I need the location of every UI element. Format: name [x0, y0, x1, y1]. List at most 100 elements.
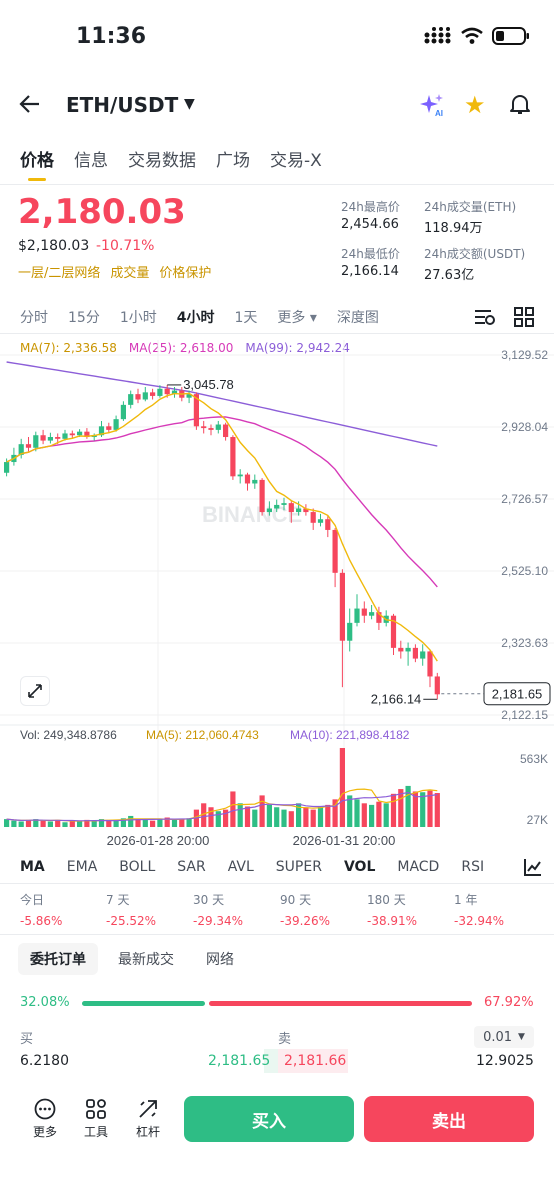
volume-bar: [427, 790, 433, 827]
ind-vol[interactable]: VOL: [343, 859, 376, 875]
current-price-label: 2,181.65: [492, 687, 543, 702]
ask-price[interactable]: 2,181.66: [284, 1053, 347, 1069]
ask-header: 卖: [278, 1032, 292, 1047]
x-tick-label: 2026-01-31 20:00: [293, 833, 396, 848]
ind-avl[interactable]: AVL: [227, 859, 254, 875]
candle: [434, 676, 440, 695]
candle: [427, 651, 433, 677]
stat-vol-eth: 118.94万: [424, 221, 483, 236]
candle: [84, 431, 90, 438]
stat-vol-usdt-label: 24h成交额(USDT): [424, 247, 526, 261]
tab-trading-data[interactable]: 交易数据: [128, 151, 196, 171]
buy-ratio: 32.08%: [20, 995, 70, 1010]
orderbook-tabs: 委托订单 最新成交 网络: [18, 943, 246, 975]
ind-ema[interactable]: EMA: [66, 859, 98, 875]
interval-1h[interactable]: 1小时: [119, 310, 157, 326]
pair-title[interactable]: ETH/USDT: [66, 93, 179, 117]
last-price: 2,180.03: [18, 192, 186, 232]
volume-bar: [259, 795, 265, 827]
tab-trade-x[interactable]: 交易-X: [270, 151, 322, 171]
indicator-chart-icon[interactable]: [512, 852, 554, 882]
indicator-settings-icon[interactable]: [474, 308, 496, 330]
interval-1d[interactable]: 1天: [234, 310, 258, 326]
depth-chart-tab[interactable]: 深度图: [336, 310, 379, 326]
usd-price: $2,180.03: [18, 238, 90, 254]
interval-4h[interactable]: 4小时: [176, 310, 215, 326]
tab-latest-trades[interactable]: 最新成交: [118, 952, 174, 968]
volume-bar: [325, 804, 331, 827]
buy-button[interactable]: 买入: [184, 1096, 354, 1142]
favorite-star-icon[interactable]: ★: [464, 91, 486, 119]
bell-icon[interactable]: [508, 92, 532, 120]
candle: [98, 426, 105, 436]
candle: [4, 462, 10, 473]
volume-bar: [361, 803, 367, 827]
volume-bar: [230, 791, 236, 827]
tab-price[interactable]: 价格: [20, 151, 54, 171]
y-tick-label: 2,525.10: [501, 564, 548, 578]
candlestick-chart[interactable]: BINANCE 3,129.52 2,928.04 2,726.57 2,525.10…: [0, 340, 554, 848]
volume-bar: [4, 819, 10, 827]
volume-bar: [390, 793, 397, 827]
tab-underline: [28, 178, 46, 181]
interval-line[interactable]: 分时: [20, 310, 48, 326]
tag-volume[interactable]: 成交量: [110, 266, 150, 281]
grid-layout-icon[interactable]: [514, 307, 534, 331]
more-button[interactable]: 更多: [25, 1098, 65, 1140]
tag-layer[interactable]: 一层/二层网络: [18, 266, 101, 281]
candle: [171, 390, 178, 395]
caret-down-icon[interactable]: ▼: [184, 96, 195, 112]
volume-bar: [405, 785, 411, 827]
ind-ma[interactable]: MA: [20, 859, 45, 875]
volume-bar: [47, 821, 53, 827]
back-arrow-icon[interactable]: [18, 92, 42, 123]
leverage-button[interactable]: 杠杆: [128, 1098, 168, 1140]
candle: [325, 519, 331, 530]
low-marker-label: 2,166.14: [371, 691, 422, 706]
precision-select[interactable]: 0.01 ▼: [474, 1026, 534, 1048]
volume-bar: [157, 819, 163, 827]
tag-price-protection[interactable]: 价格保护: [159, 266, 212, 281]
candle: [113, 419, 119, 430]
volume-bar: [412, 791, 418, 827]
volume-bar: [237, 803, 243, 827]
volume-bar: [142, 819, 148, 827]
candle: [18, 444, 24, 455]
candle: [274, 504, 280, 509]
sell-button[interactable]: 卖出: [364, 1096, 534, 1142]
candle: [150, 392, 156, 396]
ind-super[interactable]: SUPER: [275, 859, 322, 875]
interval-more[interactable]: 更多 ▾: [277, 310, 317, 326]
candle: [303, 508, 309, 513]
bid-price[interactable]: 2,181.65: [208, 1053, 271, 1069]
ind-sar[interactable]: SAR: [177, 859, 206, 875]
caret-down-icon: ▼: [518, 1032, 525, 1042]
volume-bar: [296, 803, 302, 827]
candle: [281, 503, 287, 505]
candle: [339, 572, 345, 641]
y-tick-label: 2,323.63: [501, 636, 548, 650]
ind-boll[interactable]: BOLL: [119, 859, 156, 875]
candle: [390, 615, 397, 648]
main-tabs: 价格 信息 交易数据 广场 交易-X: [20, 146, 322, 171]
candle: [208, 428, 214, 430]
candle: [332, 529, 338, 573]
ind-macd[interactable]: MACD: [397, 859, 440, 875]
volume-bar: [398, 789, 404, 827]
ma7-label: MA(7): 2,336.58: [20, 341, 117, 355]
ma99-line: [6, 361, 438, 447]
tab-network[interactable]: 网络: [206, 952, 234, 968]
tab-order-book[interactable]: 委托订单: [18, 943, 98, 975]
tab-square[interactable]: 广场: [216, 151, 250, 171]
tools-button[interactable]: 工具: [76, 1098, 116, 1140]
volume-bar: [33, 819, 39, 827]
ind-rsi[interactable]: RSI: [461, 859, 485, 875]
candle: [266, 508, 272, 513]
ai-sparkle-icon[interactable]: AI: [420, 93, 446, 121]
interval-15m[interactable]: 15分: [68, 310, 100, 326]
expand-icon[interactable]: [20, 676, 50, 706]
period-30d: 30 天 -29.34%: [193, 893, 244, 928]
volume-bar: [179, 819, 185, 827]
tab-info[interactable]: 信息: [74, 151, 108, 171]
volume-bar: [288, 811, 294, 827]
